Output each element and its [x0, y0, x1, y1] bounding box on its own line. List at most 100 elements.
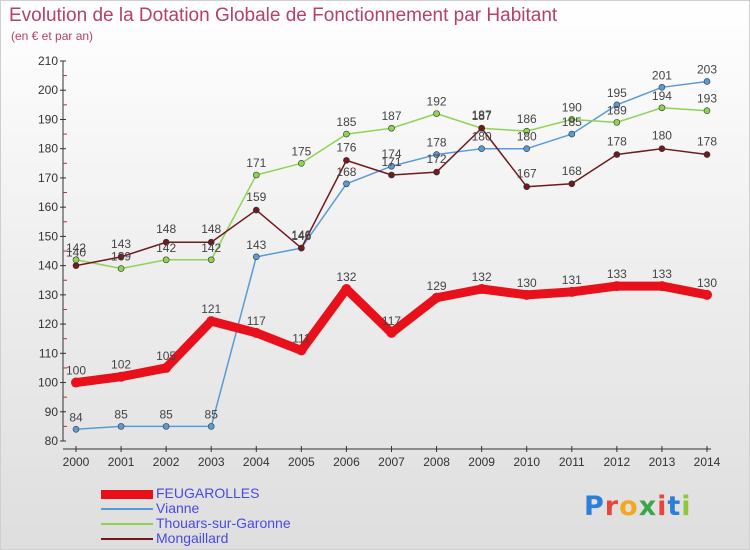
x-tick-label: 2004: [243, 455, 270, 469]
data-point: [388, 162, 395, 170]
data-label: 168: [562, 164, 582, 178]
y-tick-label: 160: [38, 200, 58, 214]
data-point: [116, 371, 127, 382]
x-tick-label: 2008: [423, 455, 450, 469]
y-tick-label: 80: [45, 434, 59, 448]
y-tick-label: 90: [45, 405, 59, 419]
data-point: [703, 151, 711, 158]
data-label: 130: [697, 276, 717, 290]
data-label: 185: [562, 115, 582, 129]
data-point: [252, 253, 260, 261]
data-label: 139: [111, 250, 131, 264]
data-point: [72, 262, 80, 269]
data-label: 193: [697, 92, 717, 106]
legend-swatch: [101, 523, 153, 525]
data-label: 194: [652, 89, 672, 103]
data-point: [298, 244, 305, 252]
data-label: 100: [66, 364, 86, 378]
data-label: 129: [427, 279, 447, 293]
x-tick-label: 2009: [468, 455, 495, 469]
chart-title: Evolution de la Dotation Globale de Fonc…: [9, 5, 558, 26]
data-point: [568, 180, 576, 188]
data-point: [343, 180, 350, 188]
data-label: 178: [427, 136, 447, 150]
data-label: 142: [201, 241, 221, 255]
y-tick-label: 140: [38, 259, 58, 273]
data-point: [566, 286, 577, 297]
data-point: [523, 127, 531, 135]
y-tick-label: 100: [38, 376, 58, 390]
data-point: [207, 256, 215, 264]
data-point: [162, 423, 170, 430]
data-point: [658, 84, 666, 91]
data-label: 176: [336, 140, 356, 154]
brand-letter: i: [681, 491, 692, 522]
data-point: [523, 183, 531, 190]
y-tick-label: 210: [38, 54, 58, 68]
data-label: 133: [652, 267, 672, 281]
data-point: [207, 423, 215, 430]
data-label: 105: [156, 349, 176, 363]
data-label: 131: [562, 273, 582, 287]
data-point: [433, 151, 440, 158]
x-tick-label: 2011: [559, 455, 585, 469]
data-point: [702, 289, 712, 300]
legend-label: Vianne: [156, 500, 200, 516]
data-label: 148: [156, 222, 176, 236]
data-point: [478, 124, 485, 132]
x-tick-label: 2012: [604, 455, 631, 469]
data-label: 185: [336, 115, 356, 129]
data-point: [341, 284, 352, 294]
data-label: 178: [607, 135, 627, 149]
data-point: [656, 281, 667, 292]
data-label: 85: [159, 407, 173, 421]
brand-letter: t: [667, 491, 682, 522]
data-label: 174: [381, 147, 401, 161]
data-label: 140: [66, 246, 86, 260]
data-point: [252, 206, 260, 214]
data-label: 192: [427, 95, 447, 109]
data-label: 146: [291, 229, 311, 243]
data-point: [252, 171, 260, 179]
data-label: 175: [291, 144, 311, 158]
x-tick-label: 2003: [198, 455, 225, 469]
data-label: 201: [652, 68, 672, 82]
data-label: 168: [336, 165, 356, 179]
data-label: 187: [472, 109, 492, 123]
legend-label: Thouars-sur-Garonne: [156, 515, 291, 531]
data-label: 187: [472, 108, 492, 122]
data-point: [117, 253, 125, 261]
y-tick-label: 130: [38, 288, 58, 302]
data-point: [568, 116, 576, 123]
brand-letter: x: [638, 491, 658, 522]
data-label: 111: [292, 331, 311, 345]
x-tick-label: 2013: [649, 455, 676, 469]
data-label: 117: [382, 314, 401, 328]
data-point: [658, 104, 666, 112]
line-chart: 8090100110120130140150160170180190200210…: [38, 54, 721, 469]
brand-letter: r: [604, 491, 620, 522]
data-label: 171: [381, 155, 401, 169]
data-point: [298, 160, 305, 167]
brand-letter: P: [584, 491, 605, 522]
data-point: [433, 110, 440, 117]
data-point: [431, 292, 442, 303]
x-tick-label: 2000: [63, 455, 90, 469]
data-label: 146: [291, 228, 311, 242]
y-tick-label: 190: [38, 112, 58, 126]
data-label: 102: [111, 358, 131, 372]
data-label: 143: [246, 238, 266, 252]
data-label: 180: [652, 129, 672, 143]
x-tick-label: 2001: [108, 455, 135, 469]
data-point: [388, 171, 395, 179]
y-tick-label: 170: [38, 171, 58, 185]
x-tick-label: 2006: [333, 455, 360, 469]
data-point: [703, 107, 711, 114]
data-label: 148: [201, 222, 221, 236]
data-label: 203: [697, 62, 717, 76]
data-label: 187: [381, 109, 401, 123]
data-label: 189: [607, 103, 627, 117]
legend-swatch: [101, 490, 153, 499]
data-point: [117, 423, 125, 430]
